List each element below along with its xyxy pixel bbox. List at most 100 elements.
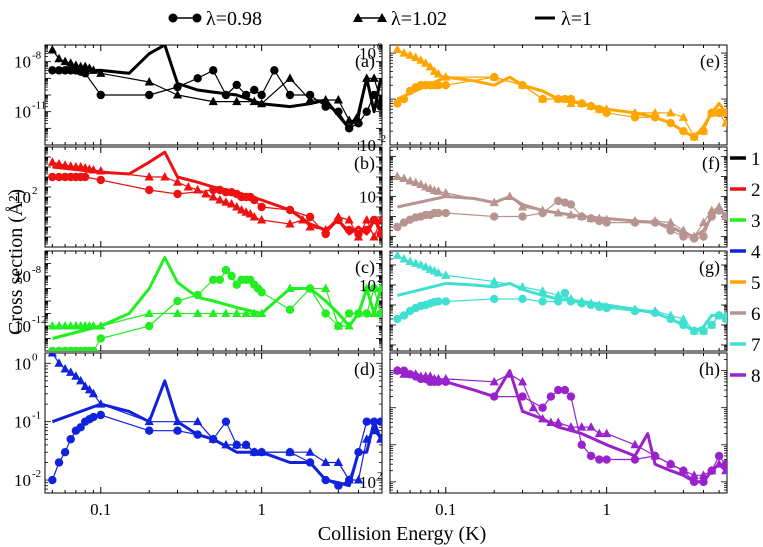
data-point-triangle — [321, 457, 331, 466]
panel-data — [47, 353, 382, 490]
data-point-circle — [376, 417, 382, 426]
legend-right-item: 3 — [730, 211, 761, 232]
data-point-circle — [89, 346, 98, 351]
data-point-triangle — [433, 373, 444, 383]
data-point-circle — [285, 305, 295, 314]
data-point-triangle — [160, 172, 170, 181]
legend-marker-triangle — [377, 13, 387, 22]
data-point-triangle — [553, 417, 563, 426]
data-point-circle — [586, 451, 596, 461]
data-point-triangle — [321, 283, 331, 292]
data-point-triangle — [546, 417, 556, 426]
data-point-triangle — [344, 115, 354, 124]
data-point-triangle — [441, 270, 451, 279]
data-point-triangle — [538, 413, 548, 423]
data-point-triangle — [411, 369, 421, 378]
data-point-circle — [215, 275, 225, 284]
data-point-circle — [257, 288, 266, 297]
data-point-circle — [60, 447, 70, 457]
data-point-triangle — [84, 384, 95, 394]
data-point-triangle — [594, 299, 604, 309]
panel-data — [392, 45, 727, 142]
data-point-triangle — [586, 298, 596, 307]
y-tick-label: 10 — [359, 473, 376, 492]
data-point-circle — [250, 85, 259, 95]
data-point-circle — [145, 426, 154, 435]
data-point-triangle — [369, 232, 379, 241]
panel-h: 10 2 0.1 1 (h) — [359, 352, 728, 519]
data-point-triangle — [666, 217, 676, 227]
data-point-circle — [173, 82, 182, 92]
panel-data — [392, 365, 727, 487]
data-point-circle — [48, 172, 57, 182]
data-point-circle — [221, 417, 231, 426]
y-axis-label: Cross section (Å²) — [5, 189, 27, 335]
data-point-triangle — [650, 306, 660, 315]
y-tick-exponent: -2 — [377, 133, 386, 145]
data-point-triangle — [538, 205, 548, 215]
data-point-circle — [305, 458, 315, 467]
data-point-triangle — [528, 402, 538, 412]
data-point-triangle — [221, 439, 231, 449]
data-point-circle — [96, 90, 105, 100]
data-point-triangle — [321, 225, 331, 234]
data-point-triangle — [249, 212, 259, 221]
data-point-triangle — [689, 326, 699, 335]
legend-right-item: 5 — [730, 273, 761, 294]
data-point-triangle — [285, 283, 295, 292]
data-point-triangle — [88, 388, 99, 398]
legend-top-label: λ=1.02 — [391, 8, 447, 30]
data-point-triangle — [421, 58, 431, 67]
data-point-triangle — [714, 310, 724, 319]
data-point-circle — [193, 74, 202, 83]
panel-label: (d) — [354, 359, 375, 380]
data-point-triangle — [421, 261, 431, 271]
data-point-triangle — [285, 218, 295, 228]
panel-data — [392, 171, 727, 243]
data-point-triangle — [630, 107, 640, 117]
legend-top-label: λ=0.98 — [206, 8, 262, 30]
data-point-circle — [518, 212, 527, 221]
data-point-triangle — [630, 215, 640, 225]
panel-b: 10 2(b) — [14, 146, 383, 248]
legend-right-item: 7 — [730, 335, 761, 356]
data-point-circle — [393, 222, 402, 232]
data-point-triangle — [602, 428, 612, 438]
data-point-triangle — [215, 195, 225, 204]
data-point-triangle — [577, 422, 587, 431]
data-point-circle — [679, 232, 688, 241]
data-point-triangle — [594, 104, 604, 113]
data-point-triangle — [405, 175, 415, 185]
data-point-triangle — [405, 50, 415, 59]
data-point-triangle — [721, 211, 727, 221]
x-tick-label: 1 — [602, 500, 611, 519]
panel-label: (f) — [702, 153, 720, 174]
data-point-circle — [193, 430, 202, 439]
data-point-circle — [538, 297, 547, 306]
legend-marker-circle — [192, 13, 202, 23]
data-point-circle — [344, 124, 354, 133]
data-point-triangle — [441, 373, 451, 383]
data-point-triangle — [650, 107, 660, 117]
data-point-triangle — [707, 205, 717, 215]
data-point-triangle — [399, 369, 409, 378]
data-point-triangle — [666, 459, 676, 468]
y-tick-exponent: -8 — [32, 264, 42, 276]
data-point-triangle — [666, 310, 676, 319]
data-point-triangle — [285, 73, 295, 82]
data-point-circle — [560, 288, 570, 298]
data-point-circle — [362, 225, 371, 235]
data-point-triangle — [362, 73, 372, 82]
data-point-triangle — [666, 107, 676, 117]
data-point-circle — [595, 455, 604, 464]
data-point-triangle — [144, 172, 154, 181]
series-line — [52, 69, 382, 129]
data-point-circle — [399, 94, 409, 104]
data-point-triangle — [333, 457, 343, 466]
data-point-circle — [48, 475, 57, 485]
data-point-circle — [699, 232, 708, 241]
data-point-circle — [54, 66, 64, 75]
legend-right-label: 2 — [751, 180, 761, 201]
data-point-triangle — [505, 191, 515, 201]
